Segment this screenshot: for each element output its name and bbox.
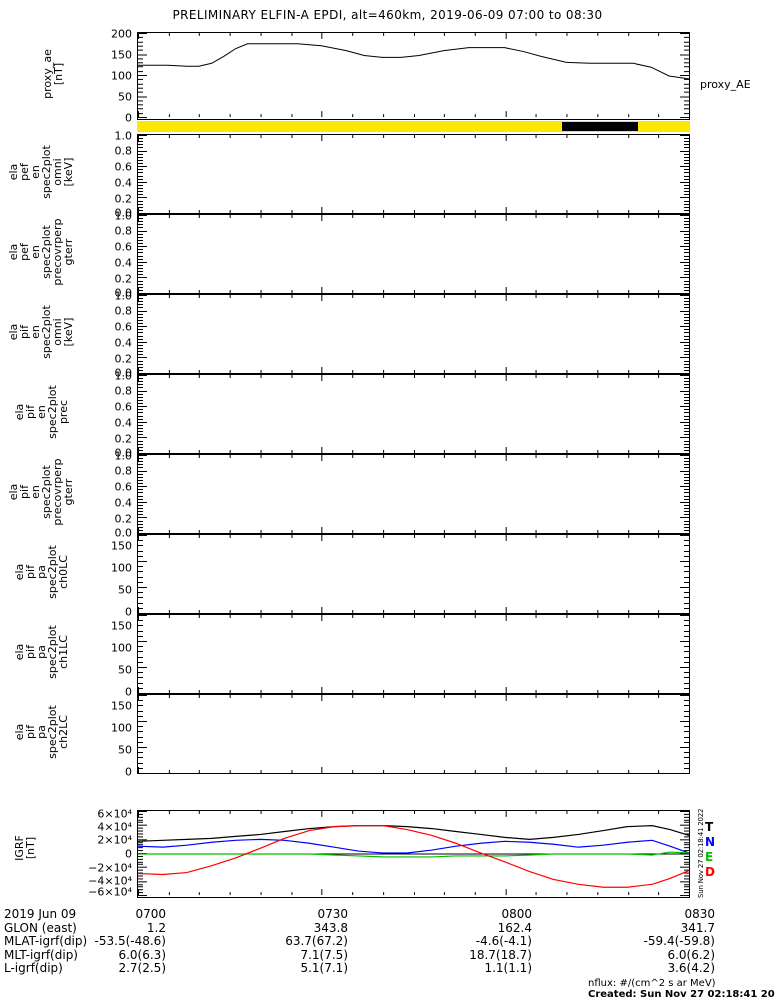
table-row-lshell: L-igrf(dip) 2.7(2.5) 5.1(7.1) 1.1(1.1) 3…	[0, 961, 775, 976]
x-axis-table: 2019 Jun 09 0700 0730 0800 0830 GLON (ea…	[0, 907, 775, 976]
mlt-value-1: 7.1(7.5)	[300, 947, 348, 962]
footer-created: Created: Sun Nov 27 02:18:41 2022	[588, 989, 775, 1000]
xtick-0800: 0800	[501, 907, 532, 921]
panel-pif-pa-ch0lc-yticks: 150 100 50 0	[111, 539, 132, 619]
igrf-legend-item-n: N	[705, 835, 716, 849]
panel-pif-en-precovrperp-yticks: 1.0 0.8 0.6 0.4 0.2 0.0	[114, 449, 133, 540]
glon-value-1: 343.8	[313, 920, 348, 935]
mlat-value-3: -59.4(-59.8)	[643, 934, 715, 948]
panel-ticks	[138, 455, 689, 533]
panel-ticks	[138, 535, 689, 613]
igrf-traces	[138, 811, 689, 897]
panel-pif-en-prec[interactable]	[137, 374, 690, 454]
table-row-mlat: MLAT-igrf(dip) -53.5(-48.6) 63.7(67.2) -…	[0, 934, 775, 949]
panel-pif-pa-ch1lc-label: ela pif pa spec2plot ch1LC	[13, 625, 70, 679]
row-label-date: 2019 Jun 09	[4, 907, 77, 921]
row-label-mlt: MLT-igrf(dip)	[4, 947, 78, 962]
panel-pif-en-precovrperp-label: ela pif en spec2plot precovrperp gterr	[7, 458, 75, 526]
panel-pef-en-precovrperp-yticks: 1.0 0.8 0.6 0.4 0.2 0.0	[114, 209, 133, 300]
xtick-0700: 0700	[135, 907, 166, 921]
panel-igrf-yticks: 6×10⁴ 4×10⁴ 2×10⁴ 0 −2×10⁴ −4×10⁴ −6×10⁴	[88, 807, 132, 899]
table-row-mlt: MLT-igrf(dip) 6.0(6.3) 7.1(7.5) 18.7(18.…	[0, 947, 775, 963]
xtick-0730: 0730	[317, 907, 348, 921]
row-label-lshell: L-igrf(dip)	[4, 961, 63, 975]
lshell-value-0: 2.7(2.5)	[118, 961, 166, 975]
status-bar-yellow	[137, 121, 690, 132]
mlt-value-3: 6.0(6.2)	[667, 947, 715, 962]
panel-ticks	[138, 215, 689, 293]
panel-ticks	[138, 375, 689, 453]
panel-pif-pa-ch0lc-label: ela pif pa spec2plot ch0LC	[13, 545, 70, 599]
igrf-legend-item-t: T	[705, 820, 714, 834]
lshell-value-2: 1.1(1.1)	[484, 961, 532, 975]
panel-ticks	[138, 695, 689, 773]
mlt-value-2: 18.7(18.7)	[469, 947, 532, 962]
panel-pef-en-omni-label: ela pef en spec2plot omni [keV]	[7, 145, 75, 199]
panel-pef-en-precovrperp[interactable]	[137, 214, 690, 294]
igrf-legend: T N E D	[705, 820, 715, 880]
proxy-ae-legend: proxy_AE	[700, 78, 751, 91]
panel-pif-pa-ch2lc-yticks: 150 100 50 0	[111, 699, 132, 779]
panel-pif-pa-ch2lc-label: ela pif pa spec2plot ch2LC	[13, 705, 70, 759]
status-bar-black-segment	[562, 122, 638, 131]
panel-pif-en-omni-label: ela pif en spec2plot omni [keV]	[7, 305, 75, 359]
igrf-created-stamp: Sun Nov 27 02:18:41 2022	[697, 808, 705, 898]
panel-proxy-ae-label: proxy_ae [nT]	[41, 49, 65, 99]
xtick-0830: 0830	[684, 907, 715, 921]
panel-ticks	[138, 615, 689, 693]
footer-units: nflux: #/(cm^2 s ar MeV)	[588, 978, 716, 989]
igrf-legend-item-e: E	[705, 850, 714, 864]
panel-pif-pa-ch0lc[interactable]	[137, 534, 690, 614]
panel-ticks	[138, 295, 689, 373]
panel-pif-pa-ch1lc-yticks: 150 100 50 0	[111, 619, 132, 699]
panel-pif-pa-ch2lc[interactable]	[137, 694, 690, 774]
panel-pif-en-precovrperp[interactable]	[137, 454, 690, 534]
panel-proxy-ae[interactable]	[137, 32, 690, 120]
igrf-legend-item-d: D	[705, 865, 715, 879]
mlat-value-2: -4.6(-4.1)	[475, 934, 532, 948]
panel-pif-en-omni[interactable]	[137, 294, 690, 374]
panel-igrf-label: IGRF [nT]	[13, 835, 37, 861]
mlat-value-1: 63.7(67.2)	[285, 934, 348, 948]
glon-value-3: 341.7	[680, 920, 715, 935]
panel-proxy-ae-yticks: 200 150 100 50 0	[111, 27, 132, 125]
panel-pef-en-omni-yticks: 1.0 0.8 0.6 0.4 0.2 0.0	[114, 129, 133, 220]
mlt-value-0: 6.0(6.3)	[118, 947, 166, 962]
panel-pif-pa-ch1lc[interactable]	[137, 614, 690, 694]
panel-pif-en-omni-yticks: 1.0 0.8 0.6 0.4 0.2 0.0	[114, 289, 133, 380]
row-label-glon: GLON (east)	[4, 920, 77, 935]
lshell-value-3: 3.6(4.2)	[667, 961, 715, 975]
panel-ticks	[138, 135, 689, 213]
proxy-ae-trace	[138, 33, 689, 119]
glon-value-2: 162.4	[497, 920, 532, 935]
panel-pif-en-prec-label: ela pif en spec2plot prec	[13, 385, 70, 439]
table-row-date: 2019 Jun 09 0700 0730 0800 0830	[0, 907, 775, 922]
table-row-glon: GLON (east) 1.2 343.8 162.4 341.7	[0, 920, 775, 936]
glon-value-0: 1.2	[146, 920, 166, 935]
page-title: PRELIMINARY ELFIN-A EPDI, alt=460km, 201…	[172, 8, 603, 22]
panel-pif-en-prec-yticks: 1.0 0.8 0.6 0.4 0.2 0.0	[114, 369, 133, 460]
panel-pef-en-omni[interactable]	[137, 134, 690, 214]
mlat-value-0: -53.5(-48.6)	[94, 934, 166, 948]
panel-igrf[interactable]	[137, 810, 690, 898]
lshell-value-1: 5.1(7.1)	[300, 961, 348, 975]
panel-pef-en-precovrperp-label: ela pef en spec2plot precovrperp gterr	[7, 218, 75, 286]
row-label-mlat: MLAT-igrf(dip)	[4, 934, 88, 948]
